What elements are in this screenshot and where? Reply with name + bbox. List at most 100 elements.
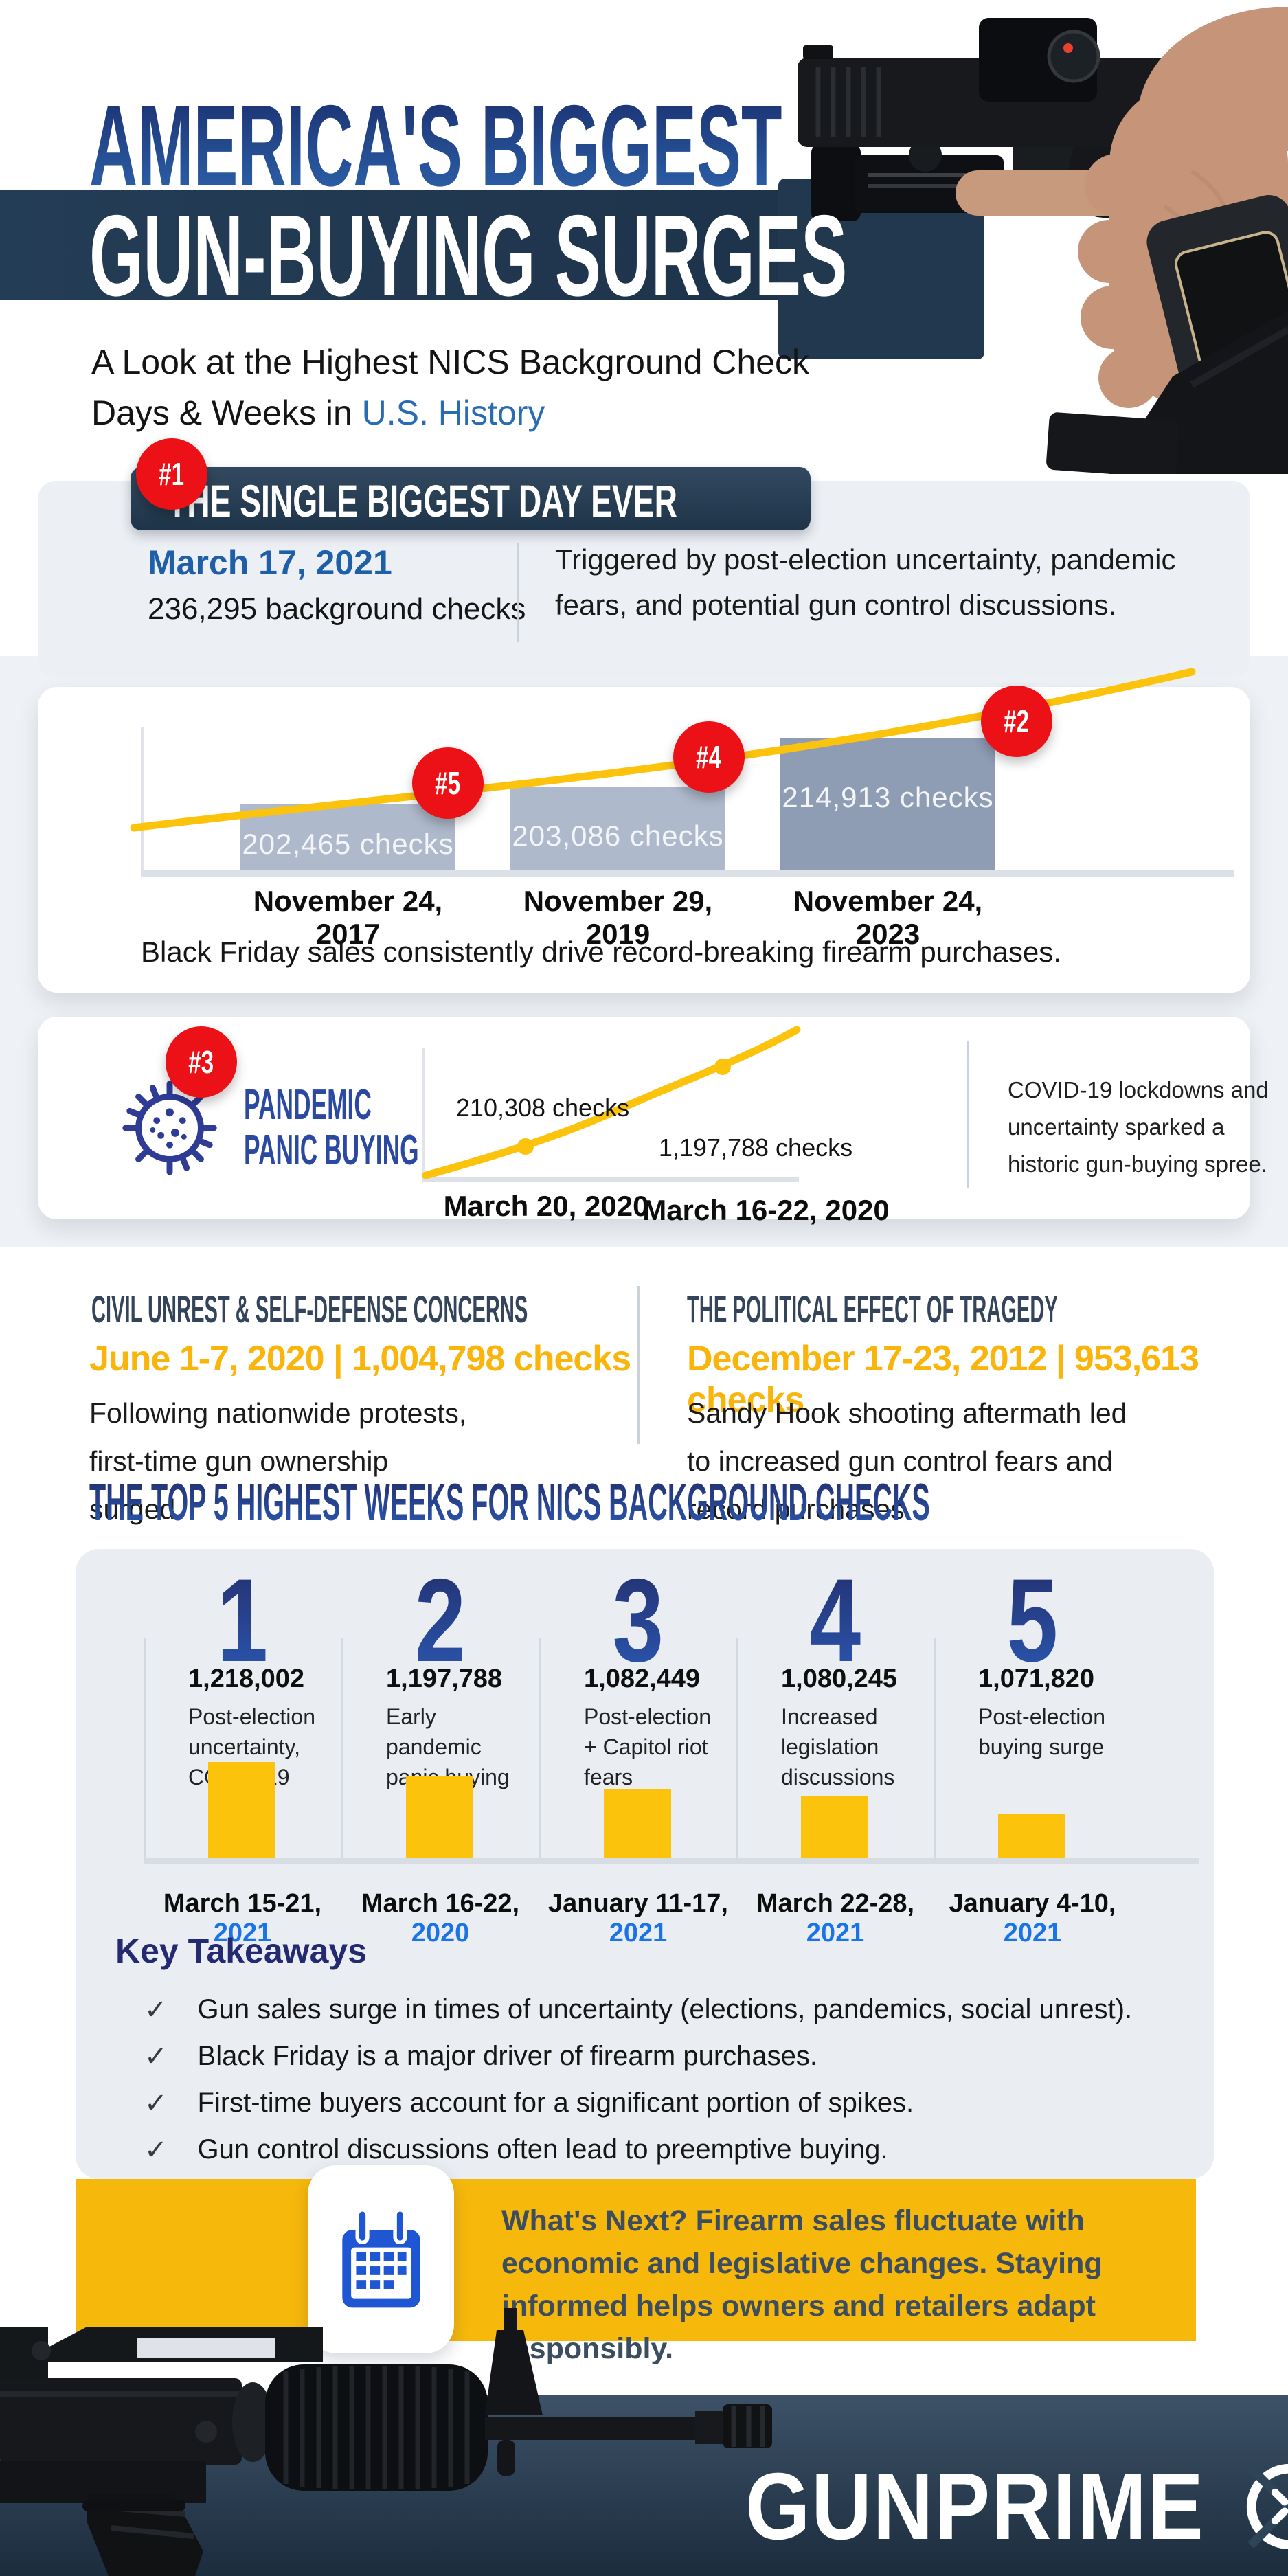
bf-caption: Black Friday sales consistently drive re…	[141, 936, 1061, 968]
top5-date-3-text: January 11-17,	[548, 1889, 728, 1918]
check-icon: ✓	[144, 1995, 168, 2025]
brand-logo-text: GUNPRIME	[745, 2454, 1205, 2560]
top5-sep-4	[736, 1638, 738, 1858]
page-title: AMERICA'S BIGGEST	[89, 88, 1284, 203]
virus-icon	[122, 1081, 217, 1175]
top5-date-2-text: March 16-22,	[361, 1889, 520, 1918]
top5-date-4-year: 2021	[806, 1919, 865, 1947]
takeaway-item-3: ✓ First-time buyers account for a signif…	[144, 2088, 1161, 2119]
bf-bar-2023: 214,913 checks	[780, 738, 995, 870]
top5-desc-5: Post-election buying surge	[978, 1704, 1105, 1759]
top5-baseline	[144, 1858, 1199, 1864]
bf-date-2019: November 29, 2019	[523, 885, 713, 950]
bf-bar-2023-label: 214,913 checks	[782, 781, 994, 813]
events-section: CIVIL UNREST & SELF-DEFENSE CONCERNS Jun…	[0, 1278, 1288, 1525]
top5-value-5: 1,071,820	[978, 1664, 1095, 1693]
title-line2: GUN-BUYING SURGES	[89, 191, 848, 320]
single-day-date: March 17, 2021	[148, 543, 392, 582]
tragedy-highlight: December 17-23, 2012 | 953,613 checks	[687, 1339, 1199, 1420]
top5-rank-4-digit: 4	[809, 1555, 861, 1686]
check-icon: ✓	[144, 2135, 168, 2165]
subtitle-line2-highlight: U.S. History	[361, 394, 545, 432]
calendar-icon	[341, 2208, 420, 2308]
rank-badge-5: #5	[412, 747, 484, 819]
pandemic-title-line2: PANIC BUYING	[244, 1127, 419, 1174]
top5-sep-5	[934, 1638, 936, 1858]
bf-baseline	[141, 870, 1234, 877]
top5-date-5-year: 2021	[1003, 1919, 1062, 1947]
top5-desc-4: Increased legislation discussions	[781, 1704, 895, 1789]
bf-bar-2019: 203,086 checks	[510, 787, 725, 870]
tragedy-title: THE POLITICAL EFFECT OF TRAGEDY	[687, 1290, 1288, 1329]
whats-next-banner: What's Next? Firearm sales fluctuate wit…	[76, 2179, 1196, 2365]
top5-date-5: January 4-10, 2021	[927, 1889, 1138, 1948]
top5-panel: 1 2 3 4 5 1,218,002 1,197,788 1,082,449 …	[76, 1549, 1214, 2179]
bf-bar-2019-label: 203,086 checks	[512, 820, 724, 852]
rank-badge-3-label: #3	[188, 1044, 214, 1080]
bf-bar-2017-label: 202,465 checks	[242, 828, 454, 860]
pandemic-desc: COVID-19 lockdowns and uncertainty spark…	[1008, 1077, 1269, 1177]
single-day-header-bar	[131, 467, 811, 530]
subtitle-line2-prefix: Days & Weeks in	[91, 394, 362, 432]
pandemic-label-2: 1,197,788 checks	[658, 1133, 853, 1162]
pandemic-label-1: 210,308 checks	[455, 1094, 630, 1122]
pandemic-title: PANDEMIC PANIC BUYING	[244, 1083, 551, 1173]
civil-unrest-body: Following nationwide protests, first-tim…	[89, 1397, 467, 1525]
single-day-divider	[517, 543, 519, 642]
check-icon: ✓	[144, 2088, 168, 2119]
top5-rank-2: 2	[341, 1561, 539, 1680]
pandemic-axis-v	[422, 1048, 425, 1179]
top5-rank-1-digit: 1	[216, 1555, 269, 1686]
rank-badge-1: #1	[136, 438, 207, 510]
pandemic-point-1	[517, 1138, 534, 1155]
rank-badge-3: #3	[166, 1026, 237, 1098]
top5-date-1-year: 2021	[213, 1919, 272, 1947]
single-day-section: THE SINGLE BIGGEST DAY EVER #1 March 17,…	[0, 433, 1288, 687]
top5-bar-1	[208, 1762, 275, 1858]
civil-unrest-title-text: CIVIL UNREST & SELF-DEFENSE CONCERNS	[91, 1287, 528, 1331]
top5-date-2-year: 2020	[411, 1919, 470, 1947]
takeaway-item-1: ✓ Gun sales surge in times of uncertaint…	[144, 1994, 1161, 2026]
top5-date-3-year: 2021	[609, 1919, 668, 1947]
top5-rank-5-digit: 5	[1006, 1555, 1059, 1686]
takeaway-item-2: ✓ Black Friday is a major driver of fire…	[144, 2041, 1161, 2072]
pandemic-divider	[967, 1041, 969, 1188]
rank-badge-4: #4	[673, 721, 745, 793]
takeaways-heading: Key Takeaways	[115, 1932, 367, 1970]
pandemic-point-2	[714, 1059, 731, 1075]
top5-rank-5: 5	[934, 1561, 1131, 1680]
top5-value-4: 1,080,245	[781, 1664, 898, 1693]
top5-date-5-text: January 4-10,	[949, 1889, 1116, 1918]
single-day-stat: 236,295 background checks	[148, 592, 526, 626]
top5-date-1: March 15-21, 2021	[137, 1889, 348, 1948]
civil-unrest-title: CIVIL UNREST & SELF-DEFENSE CONCERNS	[91, 1290, 931, 1329]
takeaway-4-text: Gun control discussions often lead to pr…	[197, 2134, 888, 2165]
top5-heading: THE TOP 5 HIGHEST WEEKS FOR NICS BACKGRO…	[89, 1477, 1288, 1529]
page-title-2: GUN-BUYING SURGES	[89, 198, 1288, 313]
title-line1: AMERICA'S BIGGEST	[89, 81, 782, 210]
navy-backdrop	[778, 179, 984, 359]
pandemic-xlabel-1: March 20, 2020	[443, 1190, 649, 1222]
rank-badge-2: #2	[981, 686, 1052, 757]
pandemic-line-chart	[422, 1026, 801, 1179]
top5-sep-2	[341, 1638, 343, 1858]
top5-sep-3	[539, 1638, 541, 1858]
pandemic-xlabel-2: March 16-22, 2020	[642, 1194, 890, 1226]
subtitle-line1: A Look at the Highest NICS Background Ch…	[91, 343, 810, 381]
top5-bar-2	[406, 1776, 473, 1858]
brand-logo: GUNPRIME	[745, 2456, 1288, 2557]
check-icon: ✓	[144, 2042, 168, 2072]
tragedy-body: Sandy Hook shooting aftermath led to inc…	[687, 1397, 1127, 1525]
top5-heading-text: THE TOP 5 HIGHEST WEEKS FOR NICS BACKGRO…	[89, 1473, 930, 1532]
top5-value-2: 1,197,788	[386, 1664, 503, 1693]
black-friday-card: 202,465 checks 203,086 checks 214,913 ch…	[38, 668, 1250, 993]
single-day-title: THE SINGLE BIGGEST DAY EVER	[168, 475, 677, 526]
takeaway-3-text: First-time buyers account for a signific…	[197, 2088, 914, 2118]
bf-date-2017: November 24, 2017	[253, 885, 443, 950]
rifle-photo	[0, 2308, 772, 2576]
rank-badge-5-label: #5	[435, 765, 461, 801]
top5-value-3: 1,082,449	[584, 1664, 701, 1693]
pandemic-title-line1: PANDEMIC	[244, 1081, 372, 1129]
rank-badge-1-label: #1	[159, 456, 185, 492]
